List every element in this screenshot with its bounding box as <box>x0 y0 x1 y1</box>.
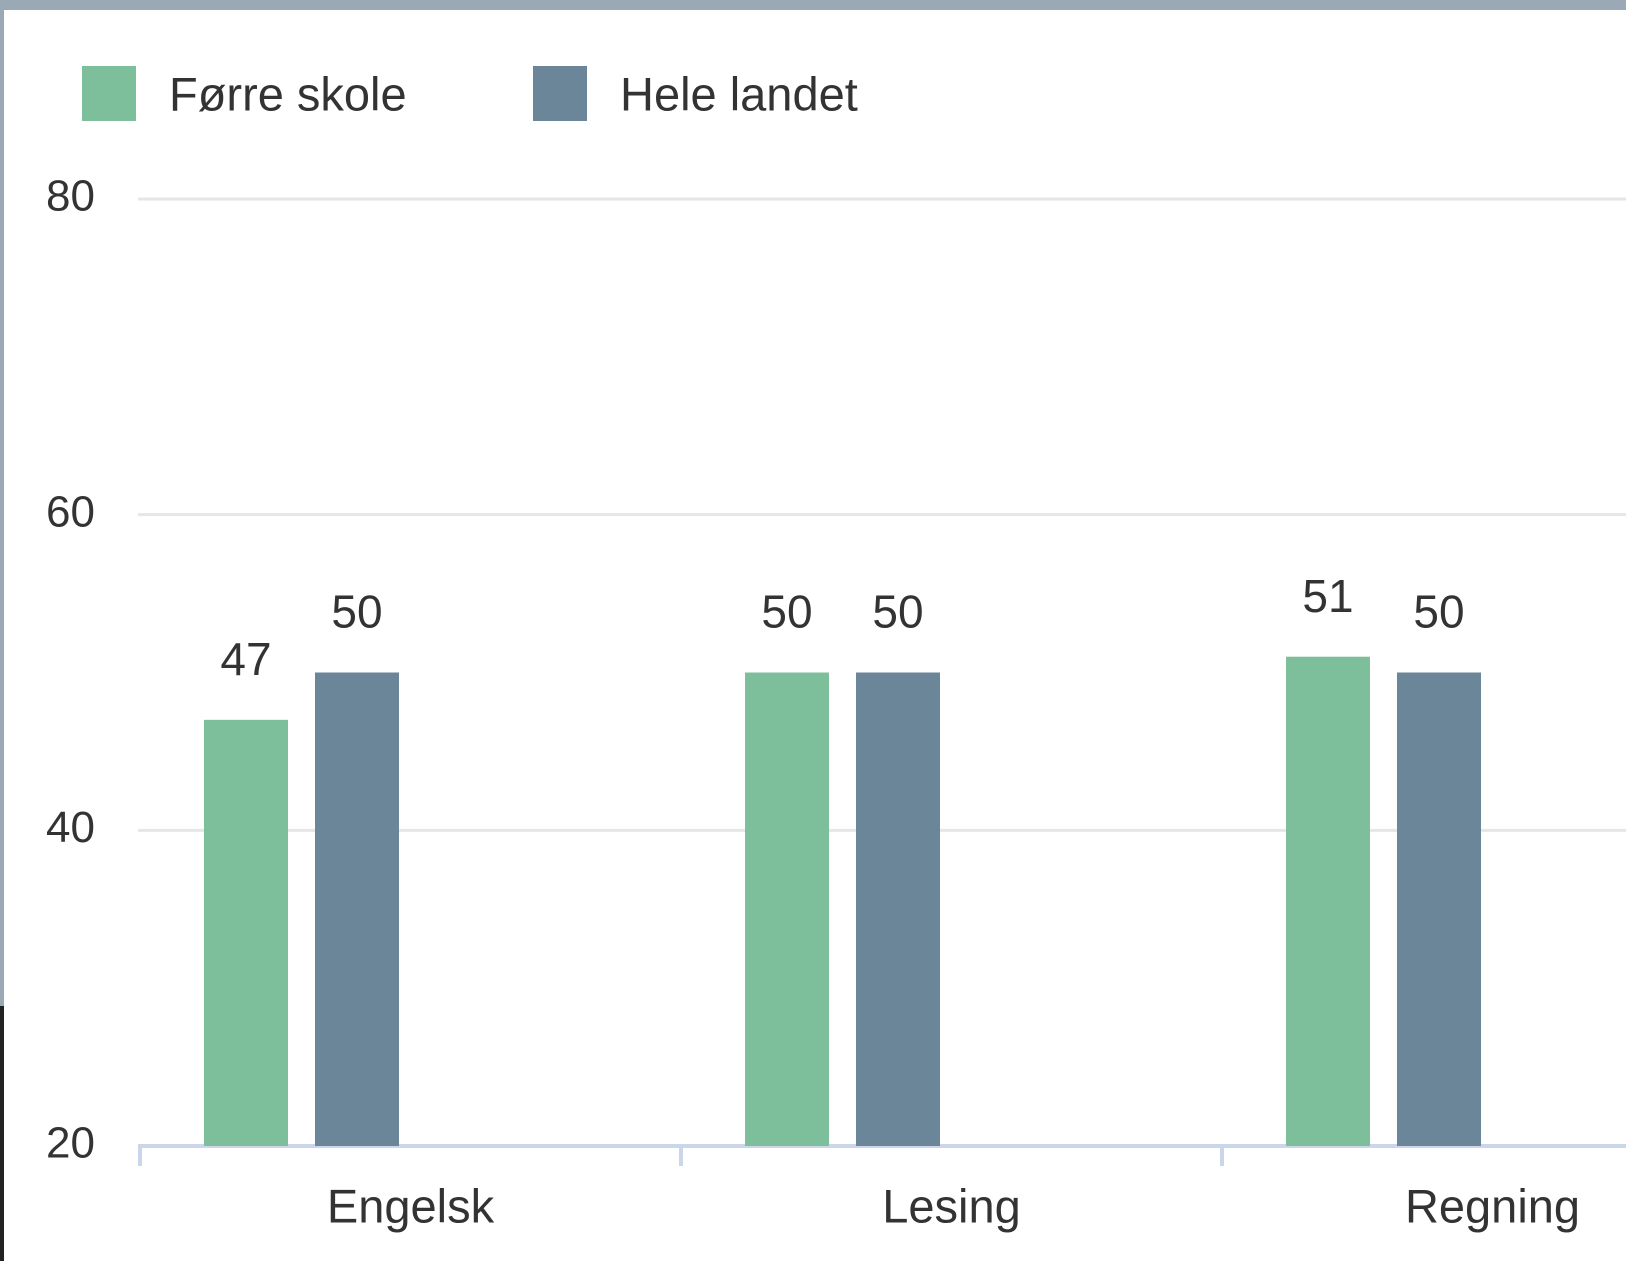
legend-label: Førre skole <box>169 67 407 120</box>
window-shadow <box>0 1006 4 1261</box>
y-tick-label: 80 <box>46 172 95 221</box>
legend-swatch <box>533 66 587 121</box>
legend-label: Hele landet <box>620 67 858 120</box>
window-top-border <box>0 0 1626 10</box>
bar <box>856 672 940 1146</box>
window-left-border <box>0 0 4 1006</box>
x-tick-label: Engelsk <box>327 1179 495 1232</box>
data-label: 50 <box>1413 586 1464 638</box>
y-tick-label: 40 <box>46 803 95 852</box>
data-label: 51 <box>1302 570 1353 622</box>
y-tick-label: 60 <box>46 487 95 536</box>
bar <box>745 672 829 1146</box>
bar <box>315 672 399 1146</box>
data-label: 50 <box>872 586 923 638</box>
bar <box>1286 656 1370 1146</box>
y-tick-label: 20 <box>46 1119 95 1168</box>
legend-swatch <box>82 66 136 121</box>
bar <box>204 719 288 1146</box>
data-label: 47 <box>220 633 271 685</box>
x-tick-label: Lesing <box>882 1179 1021 1232</box>
x-tick-label: Regning <box>1405 1179 1580 1232</box>
data-label: 50 <box>331 586 382 638</box>
data-label: 50 <box>761 586 812 638</box>
bar <box>1397 672 1481 1146</box>
